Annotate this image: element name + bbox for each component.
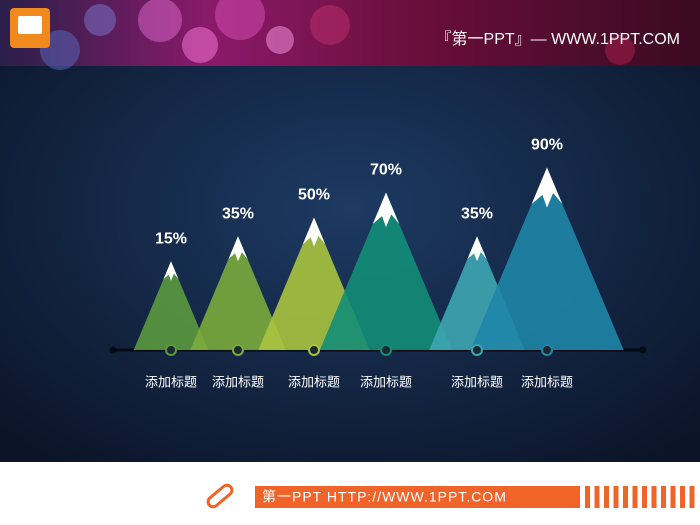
axis-dot	[541, 344, 553, 356]
snow-cap	[467, 236, 487, 262]
mountain	[190, 236, 286, 350]
stripe	[613, 486, 619, 508]
logo-inner	[18, 16, 42, 34]
stripe	[594, 486, 600, 508]
value-label: 90%	[531, 137, 563, 154]
mountain	[470, 167, 624, 350]
mountains: 15%35%50%70%35%90%添加标题 添加标题 添加标题 添加标题 添加标题 添加…	[133, 137, 624, 389]
axis-dot	[165, 344, 177, 356]
baseline-end	[639, 346, 647, 354]
stripe	[670, 486, 676, 508]
axis-dot	[380, 344, 392, 356]
category-label: 添加标题	[288, 374, 340, 389]
header-brand: 『第一PPT』— WWW.1PPT.COM	[436, 30, 680, 48]
value-label: 35%	[461, 205, 493, 222]
category-label: 添加标题	[451, 374, 503, 389]
baseline-end	[109, 346, 117, 354]
stripe	[689, 486, 695, 508]
stripe	[585, 486, 590, 508]
stripe	[632, 486, 638, 508]
pencil-icon	[206, 483, 234, 509]
axis-dot	[471, 344, 483, 356]
value-label: 70%	[370, 162, 402, 179]
mountain	[319, 192, 453, 350]
background	[0, 0, 700, 462]
stripe	[661, 486, 666, 508]
value-label: 15%	[155, 230, 187, 247]
category-label: 添加标题	[360, 374, 412, 389]
snow-cap	[163, 261, 179, 281]
stripe	[623, 486, 628, 508]
axis-dot	[232, 344, 244, 356]
category-label: 添加标题	[145, 374, 197, 389]
value-label: 35%	[222, 205, 254, 222]
axis-dot	[308, 344, 320, 356]
category-label: 添加标题	[521, 374, 573, 389]
footer-text: 第一PPT HTTP://WWW.1PPT.COM	[262, 489, 507, 505]
footer-stripes	[585, 486, 695, 508]
snow-cap	[372, 192, 400, 228]
stripe	[680, 486, 685, 508]
header-band	[0, 0, 700, 66]
stripe	[651, 486, 657, 508]
stripe	[604, 486, 609, 508]
value-label: 50%	[298, 187, 330, 204]
footer-bar	[255, 486, 580, 508]
stripe	[642, 486, 647, 508]
mountain	[133, 261, 209, 350]
snow-cap	[531, 167, 563, 208]
category-label: 添加标题	[212, 374, 264, 389]
snow-cap	[302, 217, 326, 247]
snow-cap	[228, 236, 248, 262]
